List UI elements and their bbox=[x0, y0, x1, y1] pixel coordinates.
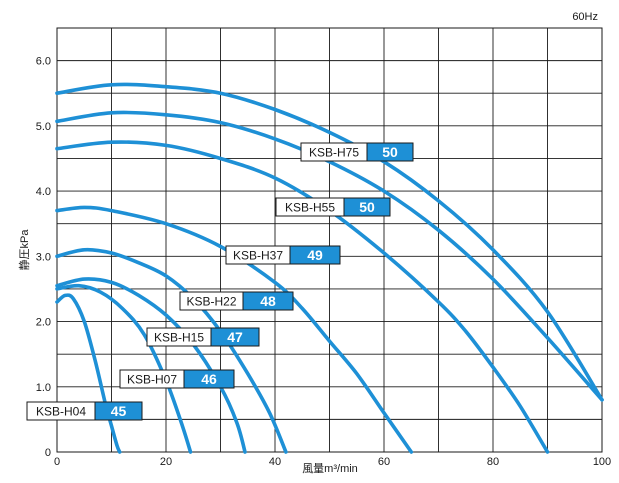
model-label: KSB-H04 bbox=[36, 405, 86, 419]
model-label: KSB-H15 bbox=[154, 331, 204, 345]
model-label: KSB-H07 bbox=[127, 373, 177, 387]
performance-curves bbox=[55, 82, 604, 454]
efficiency-box bbox=[210, 327, 260, 347]
x-tick-label: 0 bbox=[54, 456, 60, 468]
model-label: KSB-H22 bbox=[186, 295, 236, 309]
model-label: KSB-H55 bbox=[285, 201, 335, 215]
curve-ksb-h22 bbox=[55, 247, 288, 454]
curve-label-ksb-h37: KSB-H37 49 bbox=[225, 245, 341, 265]
curve-ksb-h04 bbox=[55, 293, 122, 454]
curve-label-ksb-h04: KSB-H04 45 bbox=[26, 401, 143, 421]
curve-ksb-h75 bbox=[55, 110, 604, 402]
x-tick-label: 60 bbox=[378, 456, 390, 468]
y-axis-title: 静圧kPa bbox=[17, 229, 31, 271]
tick-labels: 0 20 40 60 80 100 0 1.0 2.0 3.0 4.0 5.0 6.0 bbox=[36, 56, 611, 468]
curve-label-ksb-h07: KSB-H07 46 bbox=[119, 369, 235, 389]
model-label: KSB-H75 bbox=[309, 146, 359, 160]
y-tick-label: 0 bbox=[45, 447, 51, 459]
efficiency-label: 48 bbox=[260, 293, 276, 309]
grid bbox=[56, 27, 603, 453]
efficiency-box bbox=[242, 291, 294, 311]
curve-ksb-h37 bbox=[55, 205, 414, 454]
x-tick-label: 80 bbox=[487, 456, 499, 468]
curve-ksb-h07 bbox=[55, 283, 193, 454]
x-tick-label: 100 bbox=[593, 456, 611, 468]
efficiency-box bbox=[94, 401, 143, 421]
x-tick-label: 40 bbox=[269, 456, 281, 468]
curve-ksb-h15 bbox=[55, 277, 247, 454]
curve-label-ksb-h55: KSB-H55 50 bbox=[275, 197, 391, 217]
y-tick-label: 4.0 bbox=[36, 186, 51, 198]
efficiency-label: 50 bbox=[382, 144, 398, 160]
efficiency-label: 46 bbox=[201, 371, 217, 387]
efficiency-label: 49 bbox=[307, 247, 323, 263]
efficiency-label: 47 bbox=[227, 329, 243, 345]
x-axis-title: 風量m³/min bbox=[302, 462, 358, 475]
y-tick-label: 1.0 bbox=[36, 382, 51, 394]
corner-note: 60Hz bbox=[572, 11, 598, 23]
curve-label-ksb-h15: KSB-H15 47 bbox=[146, 327, 260, 347]
efficiency-label: 45 bbox=[111, 403, 127, 419]
curve-ksb-h55 bbox=[55, 140, 550, 454]
y-tick-label: 6.0 bbox=[36, 56, 51, 68]
efficiency-label: 50 bbox=[359, 199, 375, 215]
y-tick-label: 5.0 bbox=[36, 121, 51, 133]
x-tick-label: 20 bbox=[160, 456, 172, 468]
curve-label-ksb-h75: KSB-H75 50 bbox=[300, 142, 414, 162]
efficiency-box bbox=[289, 245, 341, 265]
curve-label-ksb-h22: KSB-H22 48 bbox=[179, 291, 294, 311]
y-tick-label: 2.0 bbox=[36, 317, 51, 329]
efficiency-box bbox=[343, 197, 391, 217]
model-label: KSB-H37 bbox=[233, 249, 283, 263]
efficiency-box bbox=[366, 142, 414, 162]
efficiency-box bbox=[183, 369, 235, 389]
curve-top bbox=[55, 82, 604, 402]
y-tick-label: 3.0 bbox=[36, 251, 51, 263]
